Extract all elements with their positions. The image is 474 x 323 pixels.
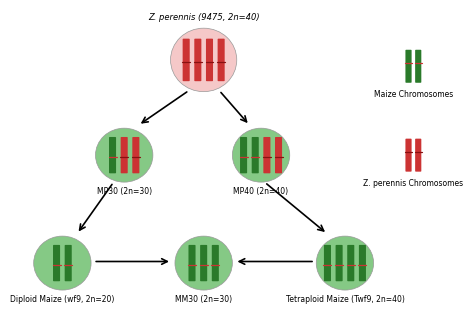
FancyBboxPatch shape [206,39,213,81]
Text: Maize Chromosomes: Maize Chromosomes [374,90,453,99]
Ellipse shape [175,236,232,290]
FancyBboxPatch shape [415,139,421,172]
FancyBboxPatch shape [405,139,411,172]
Text: MM30 (2n=30): MM30 (2n=30) [175,295,232,304]
Text: MP40 (2n=40): MP40 (2n=40) [234,187,289,196]
FancyBboxPatch shape [264,137,270,173]
FancyBboxPatch shape [132,137,139,173]
Text: Tetraploid Maize (Twf9, 2n=40): Tetraploid Maize (Twf9, 2n=40) [285,295,404,304]
Ellipse shape [232,128,290,182]
FancyBboxPatch shape [182,39,190,81]
FancyBboxPatch shape [252,137,259,173]
FancyBboxPatch shape [64,245,72,281]
Text: MP30 (2n=30): MP30 (2n=30) [97,187,152,196]
FancyBboxPatch shape [218,39,225,81]
FancyBboxPatch shape [200,245,207,281]
Ellipse shape [171,28,237,92]
FancyBboxPatch shape [275,137,282,173]
FancyBboxPatch shape [121,137,128,173]
FancyBboxPatch shape [359,245,366,281]
FancyBboxPatch shape [405,50,411,83]
FancyBboxPatch shape [109,137,116,173]
Text: Diploid Maize (wf9, 2n=20): Diploid Maize (wf9, 2n=20) [10,295,115,304]
FancyBboxPatch shape [189,245,196,281]
Ellipse shape [34,236,91,290]
FancyBboxPatch shape [347,245,354,281]
Text: Z. perennis Chromosomes: Z. perennis Chromosomes [363,179,464,188]
FancyBboxPatch shape [415,50,421,83]
FancyBboxPatch shape [324,245,331,281]
Ellipse shape [95,128,153,182]
FancyBboxPatch shape [53,245,60,281]
FancyBboxPatch shape [212,245,219,281]
FancyBboxPatch shape [194,39,201,81]
Text: Z. perennis (9475, 2n=40): Z. perennis (9475, 2n=40) [148,13,259,22]
FancyBboxPatch shape [336,245,343,281]
Ellipse shape [316,236,374,290]
FancyBboxPatch shape [240,137,247,173]
